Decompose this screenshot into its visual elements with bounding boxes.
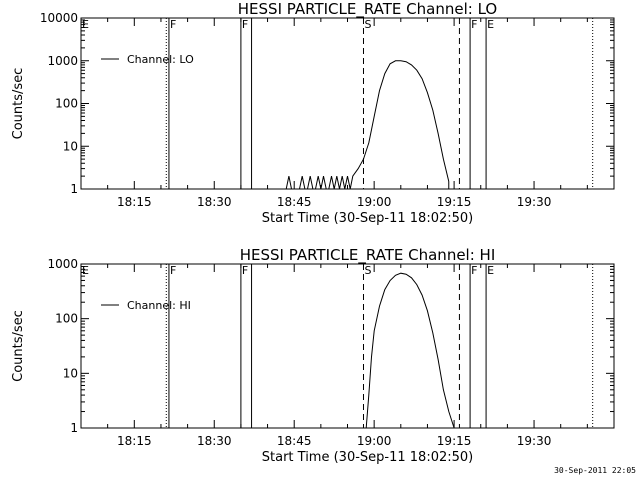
- lo-plot-frame: [80, 17, 615, 190]
- lo-flag-label-f: F: [242, 18, 248, 31]
- lo-x-tick-label: 18:30: [197, 195, 232, 209]
- lo-y-tick-label: 10: [63, 139, 78, 153]
- footer-timestamp: 30-Sep-2011 22:05: [554, 466, 636, 475]
- hi-x-axis-label: Start Time (30-Sep-11 18:02:50): [262, 450, 473, 465]
- lo-x-tick-label: 19:30: [517, 195, 552, 209]
- hi-y-tick-label: 100: [55, 312, 78, 326]
- lo-y-tick-label: 10000: [40, 11, 78, 25]
- lo-x-axis-label: Start Time (30-Sep-11 18:02:50): [262, 211, 473, 226]
- hi-x-tick-label: 18:30: [197, 434, 232, 448]
- hi-flag-label-f: F: [170, 264, 176, 277]
- lo-flag-label-f: F: [170, 18, 176, 31]
- lo-x-tick-label: 19:15: [437, 195, 472, 209]
- lo-flag-label-e: E: [82, 18, 89, 31]
- hi-x-tick-label: 19:00: [357, 434, 392, 448]
- lo-chart-title: HESSI PARTICLE_RATE Channel: LO: [238, 0, 497, 19]
- lo-flag-label-e: E: [487, 18, 494, 31]
- lo-y-axis-label: Counts/sec: [11, 68, 26, 140]
- hi-chart-title: HESSI PARTICLE_RATE Channel: HI: [240, 246, 496, 265]
- hi-y-axis-label: Counts/sec: [11, 310, 26, 382]
- lo-y-tick-label: 1: [70, 182, 78, 196]
- hi-series-line: [365, 272, 455, 429]
- lo-flag-label-f: F: [471, 18, 477, 31]
- lo-x-tick-label: 19:00: [357, 195, 392, 209]
- lo-y-tick-label: 1000: [47, 54, 78, 68]
- hi-x-tick-label: 19:30: [517, 434, 552, 448]
- lo-legend-label: Channel: LO: [127, 53, 194, 66]
- hi-x-tick-label: 18:45: [277, 434, 312, 448]
- hi-flag-label-f: F: [471, 264, 477, 277]
- hi-flag-label-f: F: [242, 264, 248, 277]
- lo-series-line: [285, 60, 450, 190]
- hi-flag-label-e: E: [487, 264, 494, 277]
- hi-legend-label: Channel: HI: [127, 299, 191, 312]
- lo-flag-label-s: S: [364, 18, 371, 31]
- lo-y-tick-label: 100: [55, 97, 78, 111]
- lo-x-tick-label: 18:45: [277, 195, 312, 209]
- hi-flag-label-e: E: [82, 264, 89, 277]
- hi-flag-label-s: S: [364, 264, 371, 277]
- lo-x-tick-label: 18:15: [117, 195, 152, 209]
- hi-y-tick-label: 1000: [47, 257, 78, 271]
- hi-plot-frame: [80, 263, 615, 429]
- hi-y-tick-label: 10: [63, 366, 78, 380]
- hi-y-tick-label: 1: [70, 421, 78, 435]
- hi-x-tick-label: 18:15: [117, 434, 152, 448]
- hi-x-tick-label: 19:15: [437, 434, 472, 448]
